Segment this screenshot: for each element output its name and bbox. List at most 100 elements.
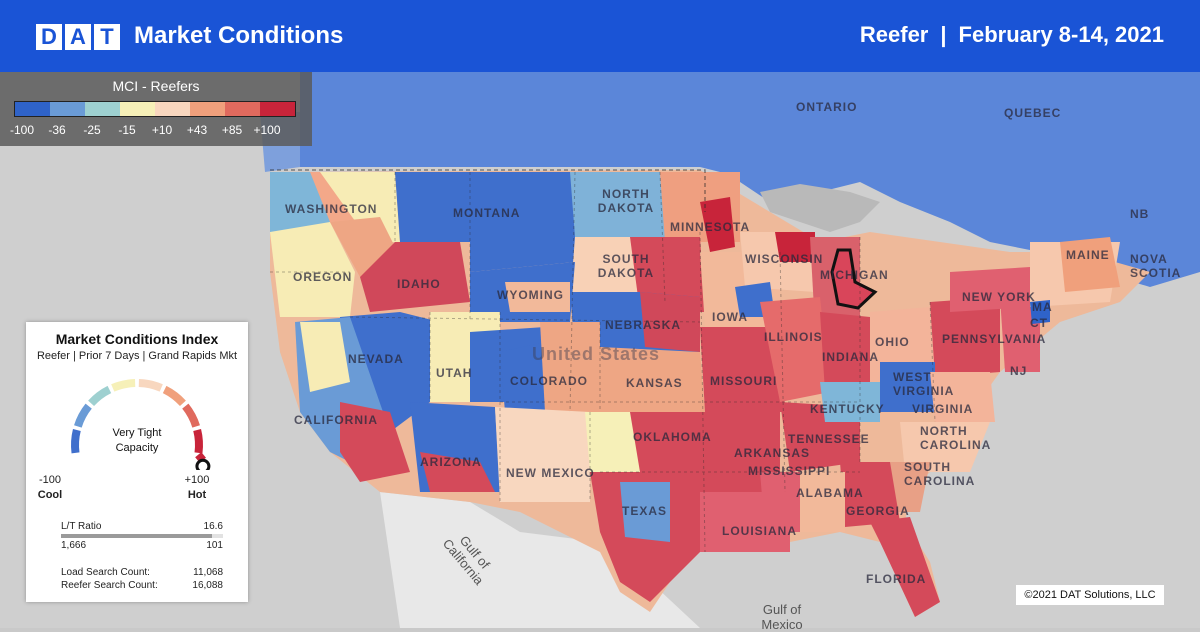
label-oregon: OREGON — [293, 270, 353, 284]
label-michigan: MICHIGAN — [820, 268, 889, 282]
label-arizona: ARIZONA — [420, 455, 482, 469]
region-mexico — [380, 492, 700, 628]
gauge-segment — [138, 379, 163, 392]
region-west-virginia — [880, 362, 935, 412]
label-wisconsin: WISCONSIN — [745, 252, 824, 266]
gauge-segment — [88, 385, 112, 407]
region-oklahoma — [630, 412, 710, 472]
region-az-south — [420, 452, 495, 492]
gauge-segment — [111, 379, 136, 392]
region-colorado — [500, 342, 545, 412]
date-range: February 8-14, 2021 — [958, 22, 1164, 47]
label-country: United States — [532, 344, 661, 364]
load-search-label: Load Search Count: — [61, 567, 150, 578]
legend-tick: +100 — [253, 123, 281, 137]
label-south-dakota: SOUTH DAKOTA — [597, 252, 655, 280]
region-illinois — [760, 297, 830, 402]
header-bar: D A T Market Conditions Reefer | Februar… — [0, 0, 1200, 72]
intl-border — [270, 169, 706, 212]
region-idaho — [360, 242, 470, 312]
legend-title: MCI - Reefers — [112, 78, 200, 94]
legend-swatch — [15, 102, 50, 116]
label-kentucky: KENTUCKY — [810, 402, 885, 416]
label-washington: WASHINGTON — [285, 202, 378, 216]
capacity-status: Very Tight Capacity — [92, 426, 182, 456]
gauge-max-label: Hot — [187, 489, 207, 501]
label-ohio: OHIO — [875, 335, 910, 349]
region-new-mexico — [495, 407, 590, 502]
lt-ratio-fill — [61, 534, 212, 538]
label-nj: NJ — [1010, 364, 1028, 378]
card-title: Market Conditions Index — [55, 331, 219, 347]
region-north-carolina — [900, 422, 990, 472]
region-florida — [870, 517, 940, 617]
legend-tick: -36 — [48, 123, 66, 137]
region-oregon — [270, 222, 355, 317]
legend-tick: +43 — [186, 123, 208, 137]
legend-swatch — [155, 102, 190, 116]
label-virginia: VIRGINIA — [912, 402, 974, 416]
lake-superior — [760, 184, 880, 232]
region-mn-hot — [700, 197, 735, 252]
region-kansas — [600, 347, 705, 412]
gauge-segment — [162, 385, 186, 407]
label-quebec: QUEBEC — [1004, 106, 1062, 120]
page-title: Market Conditions — [134, 22, 344, 49]
legend-tick: +10 — [151, 123, 173, 137]
market-conditions-card: Market Conditions Index Reefer | Prior 7… — [26, 322, 248, 602]
label-alabama: ALABAMA — [796, 486, 864, 500]
load-search-value: 11,068 — [193, 567, 223, 578]
logo-letter-a: A — [65, 24, 91, 50]
label-nb: NB — [1130, 207, 1150, 221]
legend-tick: -100 — [9, 123, 35, 137]
header-subtitle: Reefer | February 8-14, 2021 — [860, 22, 1164, 48]
lt-ratio-value: 16.6 — [203, 521, 223, 532]
region-or-east — [330, 217, 395, 277]
region-grand-rapids — [830, 248, 878, 310]
card-subtitle: Reefer | Prior 7 Days | Grand Rapids Mkt — [36, 350, 238, 362]
region-canada — [300, 72, 1200, 287]
loads-count: 1,666 — [61, 540, 87, 551]
label-maine: MAINE — [1066, 248, 1110, 262]
region-missouri — [700, 327, 785, 412]
region-georgia — [840, 462, 900, 527]
lt-ratio-bar — [61, 534, 223, 538]
reefer-search-label: Reefer Search Count: — [61, 580, 158, 591]
region-california-south — [340, 402, 410, 482]
label-nevada: NEVADA — [348, 352, 404, 366]
label-california: CALIFORNIA — [294, 413, 378, 427]
region-pennsylvania — [930, 297, 1000, 377]
region-virginia — [930, 372, 995, 422]
label-kansas: KANSAS — [626, 376, 683, 390]
label-tennessee: TENNESSEE — [788, 432, 870, 446]
legend-color-bar — [14, 101, 296, 117]
region-california-north — [300, 322, 350, 392]
label-illinois: ILLINOIS — [764, 330, 823, 344]
mci-legend: MCI - Reefers -100 -36 -25 -15 +10 +43 +85 +100 — [0, 72, 312, 146]
gauge-segment — [193, 428, 203, 454]
label-south-carolina: SOUTH CAROLINA — [904, 460, 976, 488]
label-nova-scotia: NOVA SCOTIA — [1130, 252, 1182, 280]
status-line-1: Very Tight — [112, 427, 162, 439]
legend-swatch — [190, 102, 225, 116]
market-map[interactable]: ONTARIO QUEBEC NB NOVA SCOTIA WASHINGTON… — [0, 72, 1200, 632]
legend-ticks: -100 -36 -25 -15 +10 +43 +85 +100 — [0, 123, 312, 141]
logo-letter-t: T — [94, 24, 120, 50]
label-missouri: MISSOURI — [710, 374, 778, 388]
label-nebraska: NEBRASKA — [605, 318, 682, 332]
reefer-search-value: 16,088 — [192, 580, 223, 591]
region-montana — [395, 172, 580, 272]
legend-tick: -15 — [118, 123, 136, 137]
gauge-segment — [71, 428, 81, 454]
region-north-dakota — [570, 172, 665, 237]
market-regions — [270, 172, 1120, 617]
region-ne-east — [640, 292, 700, 352]
region-maine — [1060, 237, 1120, 292]
label-colorado: COLORADO — [510, 374, 588, 388]
legend-tick: -25 — [83, 123, 101, 137]
gauge-min-value: -100 — [38, 474, 62, 486]
label-oklahoma: OKLAHOMA — [633, 430, 712, 444]
label-wyoming: WYOMING — [497, 288, 564, 302]
region-nj — [1000, 297, 1040, 372]
copyright: ©2021 DAT Solutions, LLC — [1016, 585, 1164, 605]
